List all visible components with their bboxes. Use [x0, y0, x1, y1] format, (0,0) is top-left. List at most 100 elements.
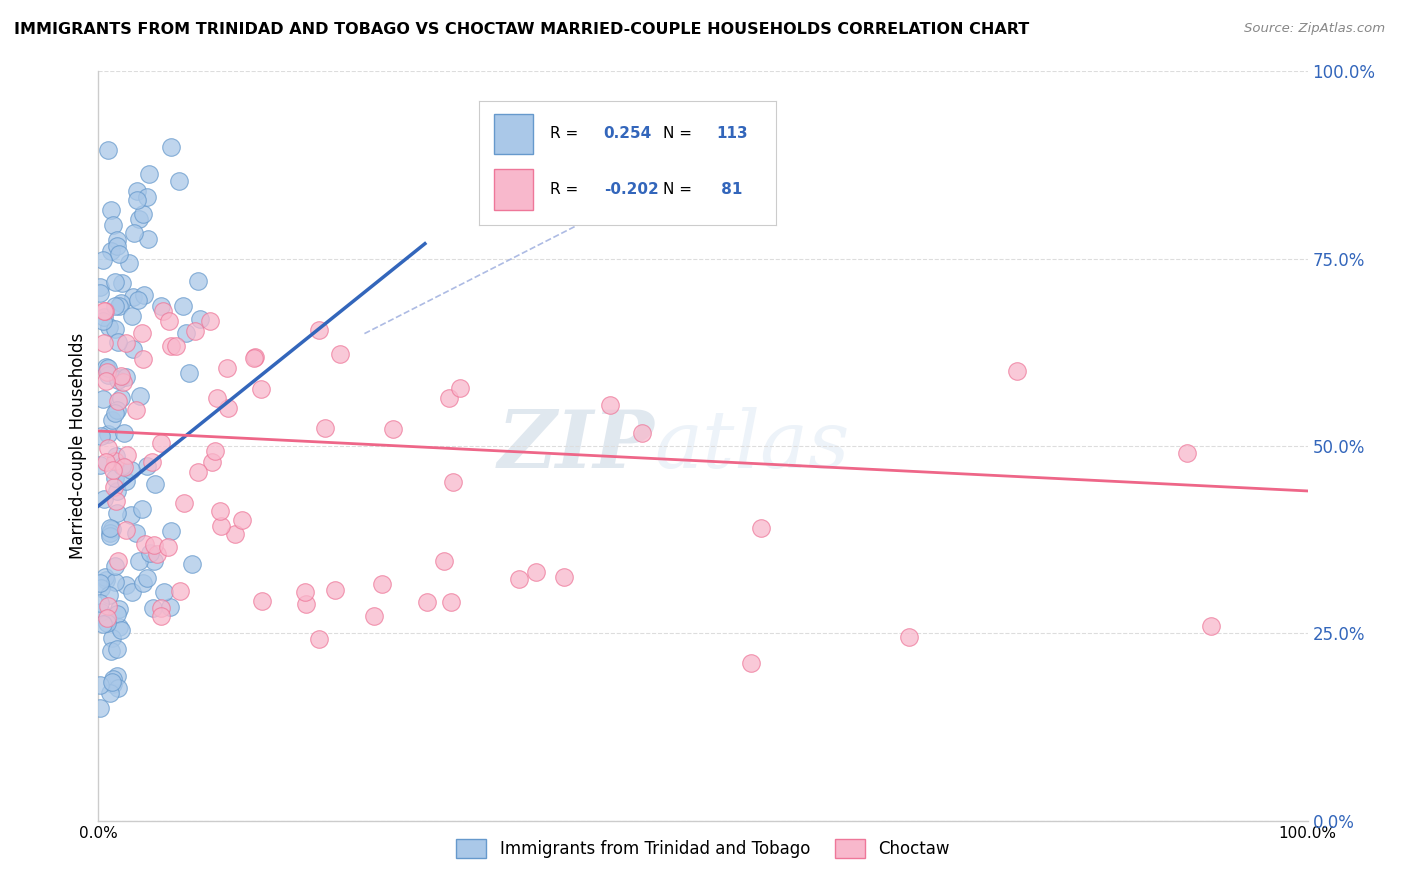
Point — [136, 232, 159, 246]
Point — [118, 256, 141, 270]
Point — [124, 227, 146, 241]
Point — [101, 522, 124, 536]
Point — [104, 454, 127, 468]
Point — [630, 425, 652, 440]
Point — [100, 644, 122, 658]
Point — [146, 547, 169, 561]
Point — [135, 571, 157, 585]
Point — [94, 570, 117, 584]
Point — [142, 600, 165, 615]
Point — [91, 252, 114, 267]
Text: Source: ZipAtlas.com: Source: ZipAtlas.com — [1244, 22, 1385, 36]
Point — [112, 460, 135, 475]
Point — [110, 391, 132, 405]
Point — [125, 184, 148, 198]
Point — [143, 553, 166, 567]
Point — [294, 597, 316, 611]
Point — [150, 608, 173, 623]
Point — [93, 304, 115, 318]
Point — [91, 392, 114, 406]
Point — [105, 494, 128, 508]
Point — [105, 402, 128, 417]
Point — [97, 599, 120, 614]
Point — [97, 426, 120, 441]
Point — [1199, 618, 1222, 632]
Point — [152, 304, 174, 318]
Point — [108, 602, 131, 616]
Point — [91, 314, 114, 328]
Point — [1007, 364, 1029, 378]
Point — [553, 570, 575, 584]
Point — [243, 351, 266, 365]
Point — [449, 381, 471, 395]
Point — [94, 573, 117, 587]
Point — [599, 398, 621, 412]
Point — [108, 299, 131, 313]
Point — [101, 672, 124, 686]
Point — [89, 458, 111, 472]
Point — [104, 300, 127, 314]
Point — [111, 458, 134, 473]
Point — [97, 361, 120, 376]
Point — [249, 382, 271, 396]
Text: ZIP: ZIP — [498, 408, 655, 484]
Point — [115, 578, 138, 592]
Point — [90, 605, 112, 619]
Point — [135, 459, 157, 474]
Point — [93, 310, 115, 325]
Point — [508, 572, 530, 586]
Point — [132, 207, 155, 221]
Point — [183, 324, 205, 338]
Point — [115, 449, 138, 463]
Point — [100, 675, 122, 690]
Point — [115, 523, 138, 537]
Point — [101, 676, 124, 690]
Point — [98, 686, 121, 700]
Point — [165, 339, 187, 353]
Point — [121, 290, 143, 304]
Point — [120, 463, 142, 477]
Point — [97, 143, 120, 157]
Point — [96, 615, 118, 630]
Point — [107, 247, 129, 261]
Point — [149, 600, 172, 615]
Point — [224, 526, 246, 541]
Point — [127, 293, 149, 307]
Legend: Immigrants from Trinidad and Tobago, Choctaw: Immigrants from Trinidad and Tobago, Cho… — [450, 832, 956, 864]
Point — [308, 632, 330, 647]
Point — [103, 480, 125, 494]
Point — [139, 546, 162, 560]
Point — [150, 299, 173, 313]
Point — [157, 314, 180, 328]
Point — [143, 538, 166, 552]
Point — [125, 194, 148, 208]
Point — [89, 701, 111, 715]
Point — [100, 631, 122, 645]
Point — [160, 339, 183, 353]
Point — [323, 583, 346, 598]
Point — [112, 425, 135, 440]
Point — [121, 309, 143, 323]
Point — [382, 422, 405, 436]
Point — [524, 565, 547, 579]
Point — [169, 584, 191, 599]
Point — [98, 521, 121, 535]
Point — [104, 471, 127, 485]
Point — [108, 619, 131, 633]
Point — [105, 449, 128, 463]
Point — [90, 581, 112, 595]
Point — [96, 360, 118, 375]
Point — [97, 319, 120, 334]
Point — [136, 190, 159, 204]
Point — [100, 244, 122, 259]
Point — [89, 285, 111, 300]
Point — [174, 326, 197, 341]
Point — [141, 455, 163, 469]
Point — [105, 506, 128, 520]
Point — [749, 521, 772, 535]
Point — [110, 371, 132, 385]
Point — [94, 455, 117, 469]
Point — [107, 373, 129, 387]
Point — [177, 367, 200, 381]
Point — [93, 336, 115, 351]
